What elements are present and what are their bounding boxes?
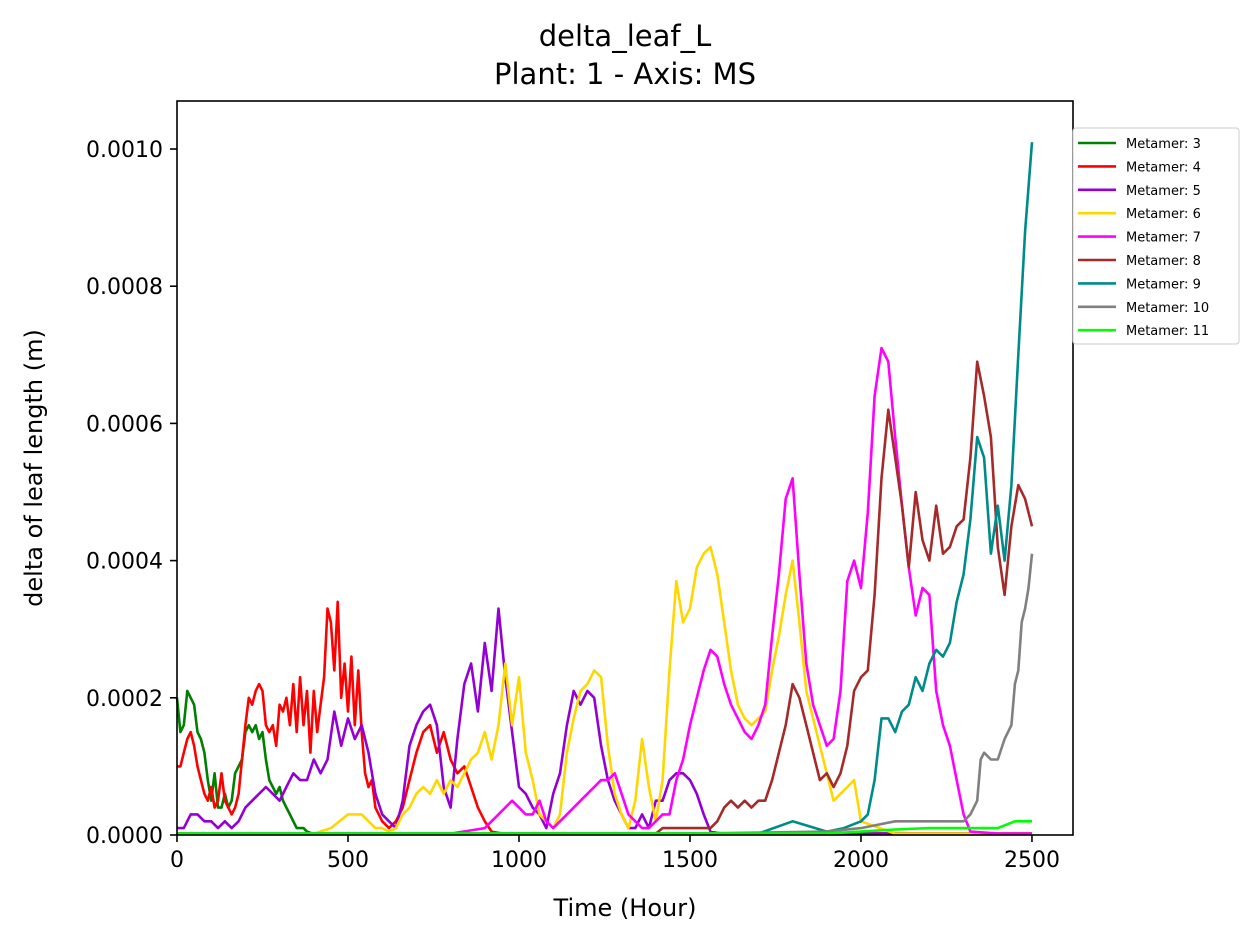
- x-tick-label: 2500: [1004, 848, 1060, 873]
- series-line-4: [177, 545, 1032, 835]
- x-axis-ticks: 0 500 1000 1500 2000 2500: [170, 835, 1060, 873]
- legend-label: Metamer: 3: [1126, 137, 1201, 152]
- y-tick-label: 0.0002: [86, 687, 163, 712]
- y-tick-label: 0.0004: [86, 550, 163, 575]
- plot-frame: [176, 100, 1074, 836]
- y-axis-ticks: 0.0000 0.0002 0.0004 0.0006 0.0008 0.0010: [86, 138, 177, 849]
- series-line-9: [177, 819, 1032, 835]
- series-line-7: [177, 142, 1034, 835]
- y-tick-label: 0.0010: [86, 138, 163, 163]
- series-line-5: [177, 346, 1032, 835]
- legend-label: Metamer: 9: [1126, 277, 1201, 292]
- series-line-6: [177, 360, 1034, 835]
- legend: Metamer: 3 Metamer: 4 Metamer: 5 Metamer: 6…: [1072, 127, 1240, 345]
- legend-label: Metamer: 7: [1126, 231, 1201, 246]
- series-line-8: [177, 553, 1034, 835]
- legend-label: Metamer: 8: [1126, 254, 1201, 269]
- legend-label: Metamer: 11: [1126, 324, 1209, 339]
- x-tick-label: 1500: [662, 848, 718, 873]
- y-tick-label: 0.0008: [86, 275, 163, 300]
- legend-label: Metamer: 10: [1126, 301, 1209, 316]
- plot-lines: [175, 142, 1034, 835]
- y-axis-label: delta of leaf length (m): [20, 329, 48, 607]
- legend-label: Metamer: 4: [1126, 160, 1201, 175]
- legend-label: Metamer: 6: [1126, 207, 1201, 222]
- y-tick-label: 0.0000: [86, 824, 163, 849]
- series-line-2: [177, 600, 1032, 835]
- chart-subtitle: Plant: 1 - Axis: MS: [494, 57, 756, 91]
- chart-title: delta_leaf_L: [539, 19, 712, 53]
- series-line-3: [177, 607, 1032, 835]
- x-tick-label: 0: [170, 848, 184, 873]
- x-tick-label: 1000: [491, 848, 547, 873]
- x-tick-label: 500: [327, 848, 369, 873]
- x-tick-label: 2000: [833, 848, 889, 873]
- legend-label: Metamer: 5: [1126, 184, 1201, 199]
- y-tick-label: 0.0006: [86, 412, 163, 437]
- x-axis-label: Time (Hour): [553, 894, 697, 922]
- legend-box: [1072, 127, 1240, 345]
